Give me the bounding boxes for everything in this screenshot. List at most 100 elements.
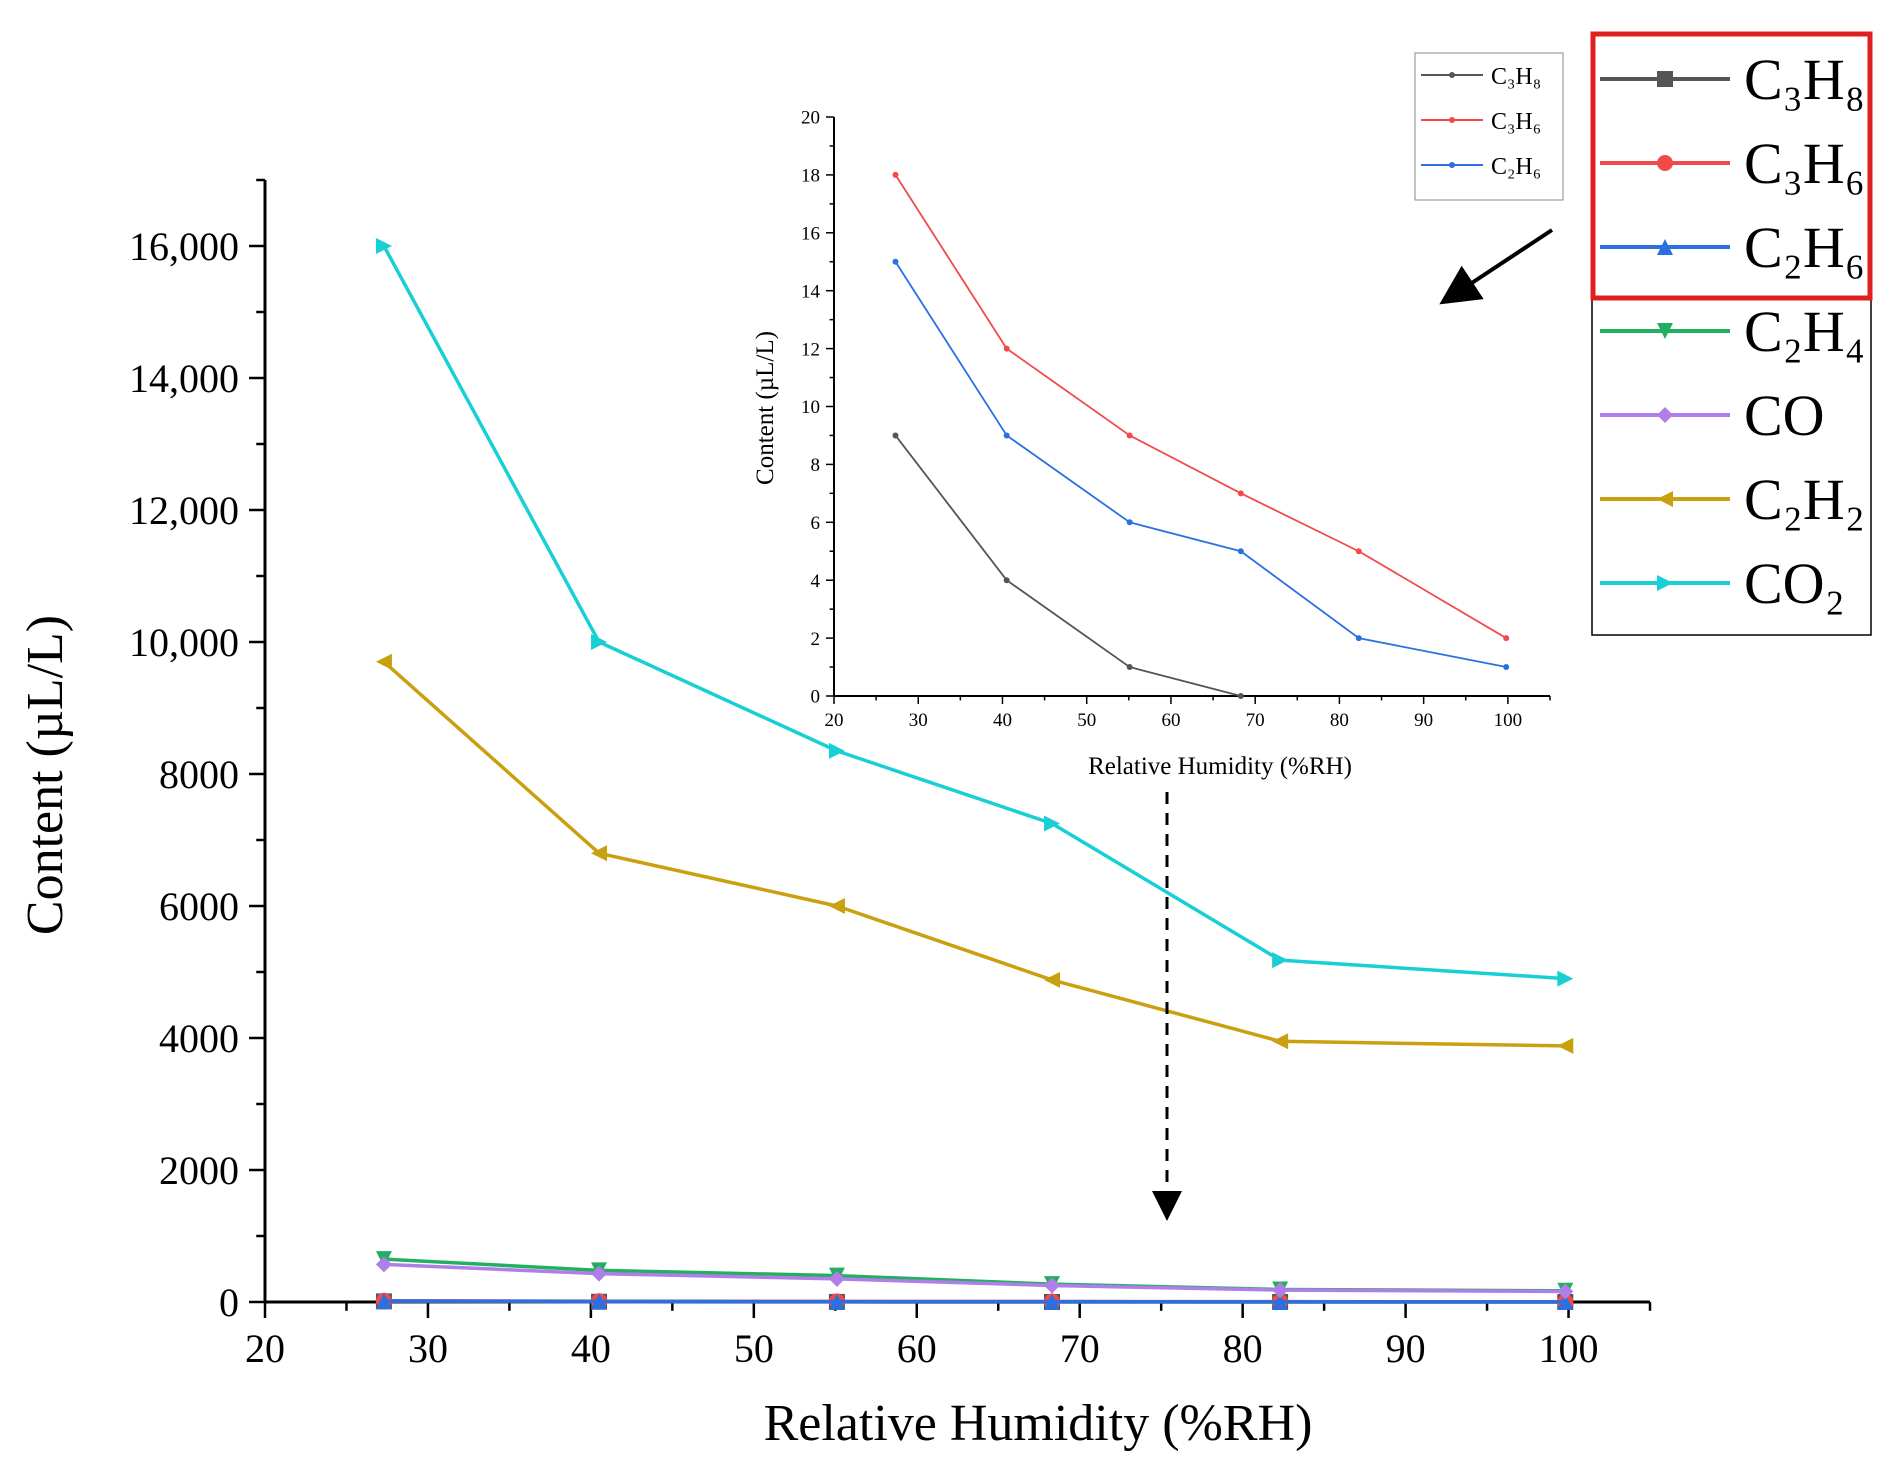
inset-point-c3h6 xyxy=(1237,490,1244,497)
legend-marker-c2h6 xyxy=(1657,239,1673,255)
main-point-c2h2 xyxy=(1557,1037,1574,1054)
inset-plot-area xyxy=(892,171,1510,699)
inset-legend-marker-c2h6 xyxy=(1449,162,1455,168)
main-point-c2h2 xyxy=(1272,1033,1289,1050)
inset-legend-marker-c3h6 xyxy=(1449,117,1455,123)
inset-legend-label-c2h6: C₂H₆ xyxy=(1491,154,1541,180)
inset-series-c3h6 xyxy=(892,171,1510,642)
inset-series-c2h6 xyxy=(892,258,1510,671)
legend-label-c2h2: C₂H₂ xyxy=(1744,467,1865,532)
inset-y-axis-label: Content (µL/L) xyxy=(752,331,779,485)
legend-marker-co2 xyxy=(1657,575,1673,591)
main-y-tick-label: 10,000 xyxy=(129,620,239,665)
inset-y-tick-label: 4 xyxy=(811,571,821,592)
main-point-co xyxy=(591,1265,608,1282)
main-y-axis-label: Content (µL/L) xyxy=(17,615,74,935)
main-line-c2h6 xyxy=(383,1299,1566,1304)
inset-point-c2h6 xyxy=(1003,432,1010,439)
main-legend: C₃H₈ C₃H₆ C₂H₆ C₂H₄ CO C₂H₂ CO₂ xyxy=(1590,31,1873,636)
inset-legend-label-c3h6: C₃H₆ xyxy=(1491,109,1541,135)
inset-point-c3h6 xyxy=(1126,432,1133,439)
inset-line-c3h8 xyxy=(894,434,1242,697)
main-line-c2h4 xyxy=(383,1257,1566,1293)
main-x-axis-label: Relative Humidity (%RH) xyxy=(764,1395,1313,1452)
main-x-tick-label: 30 xyxy=(408,1326,448,1371)
inset-point-c3h6 xyxy=(1003,345,1010,352)
main-line-c2h2 xyxy=(382,660,1566,1048)
inset-y-tick-label: 8 xyxy=(811,455,821,476)
main-point-co2 xyxy=(1044,815,1061,832)
main-y-tick-label: 6000 xyxy=(159,884,239,929)
main-point-co xyxy=(1272,1282,1289,1299)
main-point-c2h6 xyxy=(1557,1293,1574,1310)
main-point-c2h6 xyxy=(828,1293,845,1310)
inset-y-tick-label: 16 xyxy=(801,223,820,244)
inset-line-c2h6 xyxy=(894,261,1507,668)
inset-legend-item-c2h6: C₂H₆ xyxy=(1421,154,1541,180)
main-x-tick-label: 40 xyxy=(571,1326,611,1371)
inset-y-tick-label: 10 xyxy=(801,397,820,418)
main-y-tick-label: 14,000 xyxy=(129,356,239,401)
main-series-c2h2 xyxy=(375,653,1574,1054)
inset-point-c2h6 xyxy=(1503,664,1510,671)
legend-item-co: CO xyxy=(1600,383,1825,448)
main-point-c2h6 xyxy=(1044,1293,1061,1310)
inset-point-c3h6 xyxy=(1503,635,1510,642)
inset-point-c3h6 xyxy=(892,171,899,178)
legend-label-c2h6: C₂H₆ xyxy=(1744,215,1865,280)
main-axes: 20 30 40 50 60 70 80 90 1000200040006000800010,0… xyxy=(129,178,1652,1371)
inset-point-c2h6 xyxy=(1355,635,1362,642)
inset-legend-frame xyxy=(1414,52,1564,201)
inset-x-axis-label: Relative Humidity (%RH) xyxy=(1088,753,1352,780)
main-point-c2h2 xyxy=(375,653,392,670)
legend-marker-c3h6 xyxy=(1657,155,1673,171)
main-point-co xyxy=(1044,1277,1061,1294)
inset-y-tick-label: 18 xyxy=(801,166,820,187)
main-y-tick-label: 12,000 xyxy=(129,488,239,533)
main-point-co2 xyxy=(591,634,608,650)
legend-label-co2: CO₂ xyxy=(1744,551,1845,616)
main-point-c2h6 xyxy=(591,1293,608,1310)
inset-point-c2h6 xyxy=(1237,548,1244,555)
main-legend-frame xyxy=(1591,32,1872,636)
inset-y-tick-label: 14 xyxy=(801,281,821,302)
inset-series-c3h8 xyxy=(892,432,1244,699)
main-y-tick-label: 2000 xyxy=(159,1148,239,1193)
main-y-tick-label: 0 xyxy=(219,1280,239,1325)
inset-legend-item-c3h8: C₃H₈ xyxy=(1421,64,1541,90)
main-series-c2h6 xyxy=(375,1293,1574,1310)
inset-point-c2h6 xyxy=(1126,519,1133,526)
inset-y-tick-label: 20 xyxy=(801,108,820,129)
inset-x-tick-label: 20 xyxy=(825,710,844,731)
main-point-co xyxy=(375,1256,392,1273)
legend-marker-c2h4 xyxy=(1657,323,1673,339)
inset-x-tick-label: 100 xyxy=(1494,710,1523,731)
main-y-tick-label: 16,000 xyxy=(129,224,239,269)
main-point-co xyxy=(1557,1283,1574,1300)
main-series-co2 xyxy=(375,238,1574,987)
legend-label-co: CO xyxy=(1744,383,1825,448)
inset-x-tick-label: 90 xyxy=(1414,710,1433,731)
inset-x-tick-label: 60 xyxy=(1161,710,1180,731)
inset-legend: C₃H₈ C₃H₆ C₂H₆ xyxy=(1414,52,1564,201)
main-point-co2 xyxy=(1557,970,1574,987)
legend-label-c3h6: C₃H₆ xyxy=(1744,131,1865,196)
legend-pointer-arrow xyxy=(1439,228,1554,305)
legend-item-c3h8: C₃H₈ xyxy=(1600,47,1865,112)
main-point-co xyxy=(828,1270,845,1287)
main-line-co xyxy=(383,1262,1566,1294)
main-line-co2 xyxy=(382,245,1566,981)
inset-legend-item-c3h6: C₃H₆ xyxy=(1421,109,1541,135)
main-point-c2h2 xyxy=(1044,971,1061,988)
main-x-tick-label: 20 xyxy=(245,1326,285,1371)
legend-marker-c3h8 xyxy=(1657,71,1673,87)
inset-point-c2h6 xyxy=(892,258,899,265)
inset-point-c3h8 xyxy=(1237,693,1244,699)
main-y-tick-label: 8000 xyxy=(159,752,239,797)
inset-legend-label-c3h8: C₃H₈ xyxy=(1491,64,1541,90)
inset-axes: 20 30 40 50 60 70 80 90 100 0 2 4 6 8 10 12 14 16 18 20 xyxy=(801,108,1551,731)
main-point-c2h2 xyxy=(591,845,608,862)
legend-label-c3h8: C₃H₈ xyxy=(1744,47,1865,112)
main-plot-area xyxy=(375,238,1574,1310)
